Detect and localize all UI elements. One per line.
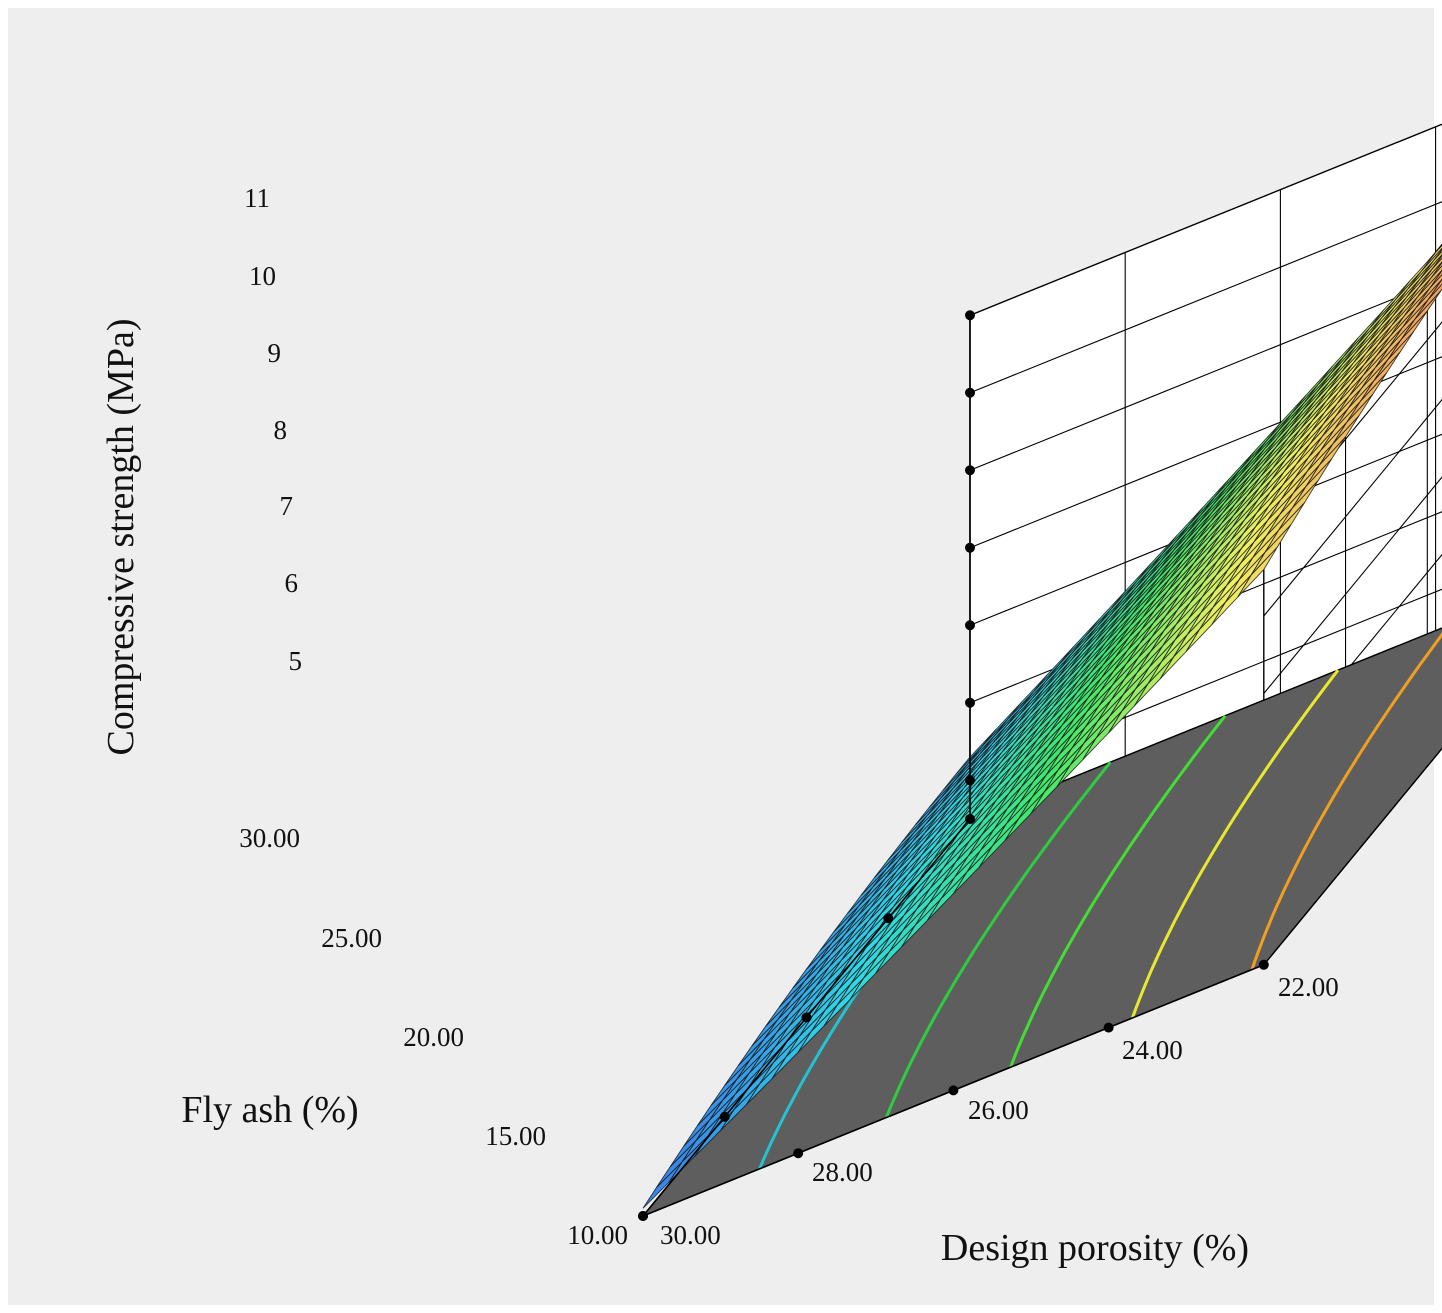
z-tick-label: 6 [285,568,299,598]
surface-cell [1428,278,1442,300]
contour-lines [758,632,1442,1170]
y-tick-label: 30.00 [239,823,300,853]
z-tick-mark [965,387,975,398]
y-tick-mark [883,913,894,924]
x-tick-label: 26.00 [968,1095,1029,1125]
x-tick-mark [1258,959,1269,970]
z-tick-mark [965,620,975,631]
contour-line [884,761,1112,1119]
x-tick-labels: 30.00 28.00 26.00 24.00 22.00 [660,972,1339,1250]
y-tick-mark [801,1012,812,1023]
x-tick-mark [948,1085,959,1096]
surface-cell [1416,273,1442,308]
z-tick-mark [965,465,975,476]
surface-cell [1429,269,1442,289]
z-axis-title: Compressive strength (MPa) [100,319,142,756]
axes [638,310,1269,1221]
z-tick-label: 5 [289,646,303,676]
z-tick-labels: 5 6 7 8 9 10 11 [244,183,302,676]
contour-line [1130,669,1340,1019]
z-tick-label: 8 [274,415,288,445]
y-tick-mark [719,1111,730,1122]
x-tick-mark [793,1148,804,1159]
surface-cell [1420,250,1442,279]
y-tick-label: 10.00 [567,1220,628,1250]
surface-cell [1417,265,1442,297]
contour-line [1250,632,1442,971]
surface-cell [1414,283,1442,320]
x-axis-title: Design porosity (%) [941,1227,1249,1269]
z-gridline [969,356,1442,694]
z-gridline [969,201,1442,539]
y-tick-mark [965,814,975,824]
z-tick-mark [965,775,975,786]
y-tick-label: 20.00 [403,1022,464,1052]
z-tick-mark [965,697,975,708]
z-tick-label: 10 [249,261,276,291]
x-tick-label: 28.00 [812,1157,873,1187]
z-tick-label: 7 [280,491,294,521]
z-tick-label: 9 [268,338,282,368]
x-tick-label: 22.00 [1278,972,1339,1002]
z-tick-mark [965,310,975,321]
z-tick-label: 11 [244,183,270,213]
x-tick-mark [1103,1022,1114,1033]
y-tick-label: 15.00 [485,1121,546,1151]
surface-cell [1433,248,1442,261]
x-tick-label: 30.00 [660,1220,721,1250]
surface-cell [1421,244,1442,271]
x-tick-label: 24.00 [1122,1035,1183,1065]
contour-line [1009,714,1227,1068]
surface-cell [1432,255,1442,269]
z-gridline [969,278,1442,617]
x-tick-mark [638,1211,648,1221]
surface-cell [1418,257,1442,288]
y-tick-label: 25.00 [321,923,382,953]
y-tick-labels: 10.00 15.00 20.00 25.00 30.00 [239,823,628,1250]
surface-cell [1431,262,1442,278]
z-tick-mark [965,542,975,553]
y-axis-title: Fly ash (%) [181,1089,358,1131]
